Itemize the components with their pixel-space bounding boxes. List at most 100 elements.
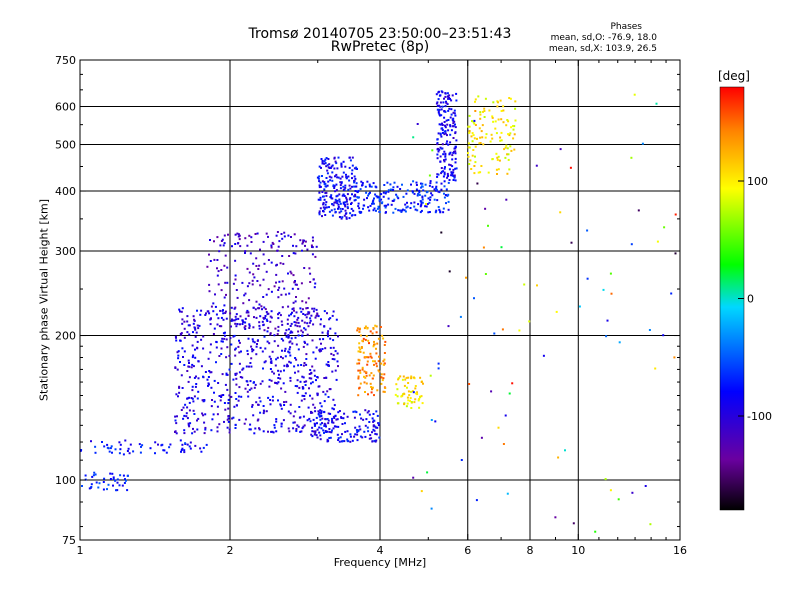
data-point (445, 188, 448, 191)
data-point (204, 413, 207, 416)
data-point (329, 179, 332, 182)
data-point (238, 339, 240, 342)
data-point (429, 198, 432, 201)
data-point (263, 361, 266, 364)
data-point (230, 325, 232, 328)
data-point (364, 376, 367, 379)
data-point (345, 173, 347, 176)
data-point (103, 477, 106, 480)
data-point (322, 338, 325, 341)
data-point (287, 272, 289, 275)
data-point (318, 186, 321, 189)
data-point (300, 399, 303, 402)
data-point (444, 105, 447, 108)
data-point (258, 324, 261, 327)
data-point (254, 427, 257, 430)
data-point (291, 342, 294, 345)
data-point (110, 445, 113, 448)
data-point (453, 112, 456, 115)
data-point (296, 385, 299, 388)
data-point (338, 410, 341, 412)
data-point (559, 211, 562, 214)
data-point (502, 121, 505, 124)
data-point (375, 365, 378, 368)
data-point (416, 393, 419, 396)
data-point (318, 212, 321, 214)
data-point (246, 353, 249, 356)
data-point (399, 188, 402, 190)
x-tick-label: 6 (464, 544, 471, 557)
data-point (292, 427, 295, 430)
data-point (178, 391, 181, 394)
x-axis-label: Frequency [MHz] (333, 556, 427, 569)
data-point (355, 166, 358, 169)
data-point (271, 430, 274, 433)
data-point (296, 379, 299, 382)
data-point (188, 401, 191, 404)
data-point (438, 191, 441, 194)
data-point (354, 190, 357, 192)
data-point (324, 185, 327, 188)
data-point (200, 338, 203, 341)
data-point (320, 415, 323, 417)
data-point (292, 307, 295, 310)
data-point (387, 203, 390, 206)
data-point (244, 328, 247, 330)
data-point (405, 376, 408, 379)
data-point (348, 184, 351, 187)
data-point (374, 193, 377, 196)
data-point (175, 393, 178, 396)
data-point (371, 388, 373, 390)
data-point (410, 377, 413, 380)
data-point (383, 184, 386, 186)
data-point (252, 326, 255, 329)
data-point (480, 436, 483, 439)
data-point (324, 162, 327, 165)
data-point (327, 335, 329, 338)
data-point (512, 125, 515, 127)
data-point (332, 415, 335, 418)
data-point (438, 108, 441, 111)
data-point (470, 168, 473, 170)
data-point (220, 394, 223, 397)
data-point (497, 101, 499, 104)
data-point (434, 211, 437, 214)
data-point (239, 376, 242, 378)
data-point (366, 363, 369, 366)
data-point (221, 373, 224, 376)
data-point (373, 363, 375, 366)
data-point (333, 404, 336, 407)
data-point (271, 370, 274, 373)
data-point (361, 182, 364, 184)
data-point (224, 281, 227, 284)
data-point (313, 369, 316, 372)
data-point (523, 283, 526, 286)
data-point (235, 398, 238, 400)
data-point (435, 187, 437, 190)
data-point (234, 315, 237, 318)
data-point (387, 189, 390, 192)
data-point (420, 182, 422, 185)
data-point (235, 383, 238, 386)
data-point (355, 185, 358, 188)
data-point (449, 133, 452, 136)
data-point (183, 327, 186, 330)
data-point (186, 331, 189, 334)
data-point (312, 310, 315, 313)
data-point (312, 278, 315, 281)
data-point (401, 378, 404, 381)
data-point (226, 346, 229, 349)
data-point (281, 357, 284, 360)
data-point (255, 316, 258, 319)
data-point (356, 168, 358, 170)
data-point (505, 198, 508, 201)
data-point (328, 318, 331, 321)
data-point (359, 413, 361, 416)
data-point (440, 147, 443, 150)
data-point (291, 311, 293, 314)
data-point (454, 145, 457, 148)
data-point (284, 355, 287, 358)
data-point (497, 426, 500, 429)
data-point (234, 354, 237, 357)
data-point (415, 392, 417, 395)
